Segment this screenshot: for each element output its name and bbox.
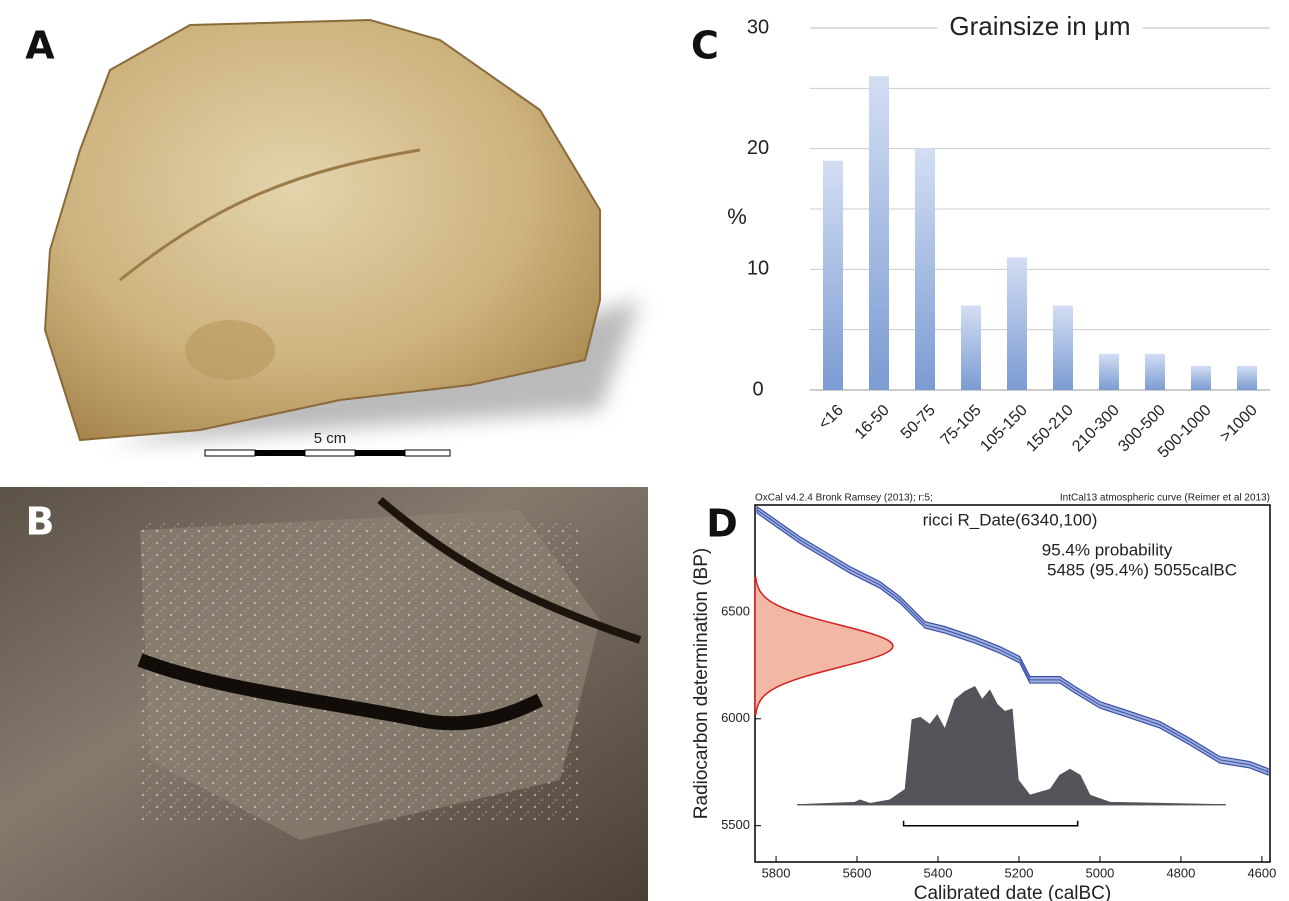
photo-a: 5 cm [0,0,648,485]
y-tick-label: 6000 [721,710,750,725]
range-bracket [902,820,1079,827]
y-tick-label: 30 [747,16,769,38]
panel-letter: D [706,502,738,546]
bar [1237,365,1257,390]
chart-title: ricci R_Date(6340,100) [923,510,1098,529]
y-tick-label: 0 [752,378,763,400]
curve-line [756,509,1269,773]
annotation: 95.4% probability [1042,540,1173,559]
x-tick-label: 5800 [762,865,791,880]
bar [1191,365,1211,390]
annotation: 5485 (95.4%) 5055calBC [1047,560,1237,579]
bar [915,148,935,390]
header-left: OxCal v4.2.4 Bronk Ramsey (2013); r:5; [755,493,933,504]
bar [1053,305,1073,390]
y-tick-label: 20 [747,137,769,159]
y-axis-label: Radiocarbon determination (BP) [691,548,712,819]
x-tick-label: <16 [816,402,847,433]
x-tick-label: 16-50 [852,402,893,443]
chart-title: Grainsize in μm [949,11,1130,41]
y-tick-label: 6500 [721,603,750,618]
scale-bar-label: 5 cm [314,430,347,447]
x-tick-label: 5200 [1005,865,1034,880]
curve-band [756,505,1269,776]
panel-letter: C [691,24,719,68]
x-tick-label: 5600 [843,865,872,880]
panel-letter: A [25,24,55,68]
x-tick-label: 4600 [1247,865,1276,880]
calibrated-density [797,686,1226,806]
x-tick-label: 105-150 [977,402,1031,456]
x-tick-label: 4800 [1166,865,1195,880]
bar [1099,353,1119,390]
header-right: IntCal13 atmospheric curve (Reimer et al… [1060,493,1270,504]
panel-letter: B [26,500,55,544]
bar [1007,257,1027,390]
y-axis-label: % [727,204,747,229]
x-tick-label: 5400 [924,865,953,880]
y-tick-label: 5500 [721,817,750,832]
x-tick-label: 150-210 [1023,402,1077,456]
r-date-distribution [754,576,894,716]
photo-b [0,487,648,901]
bar [961,305,981,390]
x-tick-label: >1000 [1217,402,1261,446]
y-tick-label: 10 [747,258,769,280]
x-axis-label: Calibrated date (calBC) [914,883,1111,901]
x-tick-label: 50-75 [898,402,939,443]
x-tick-label: 5000 [1085,865,1114,880]
bar [1145,353,1165,390]
x-tick-label: 210-300 [1069,402,1123,456]
bar [869,76,889,391]
bar [823,160,843,390]
